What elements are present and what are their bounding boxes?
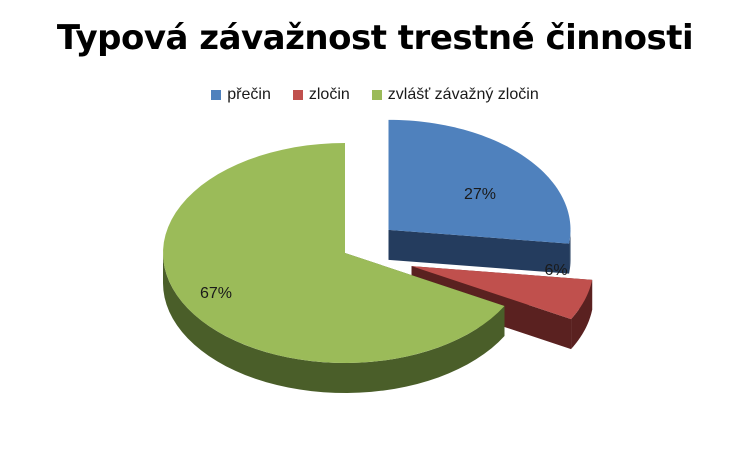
legend-entry-precin: přečin [211, 86, 271, 104]
legend-label-precin: přečin [227, 86, 271, 103]
legend-swatch-zvlast-zavazny-zlocin [371, 90, 382, 100]
legend-swatch-zlocin [292, 90, 303, 100]
chart-legend: přečin zločin zvlášť závažný zločin [0, 86, 750, 104]
pie-label-zvlast-zavazny-zlocin: 67% [200, 285, 232, 302]
pie-label-precin: 27% [464, 186, 496, 203]
legend-entry-zvlast-zavazny-zlocin: zvlášť závažný zločin [371, 86, 539, 104]
pie-slice-zlocin-top [411, 266, 593, 320]
pie-slice-precin-side-0 [569, 229, 571, 274]
pie-slice-zvlast-zavazny-zlocin-side-0 [163, 253, 505, 393]
legend-label-zvlast-zavazny-zlocin: zvlášť závažný zločin [387, 86, 539, 103]
legend-swatch-precin [211, 90, 222, 100]
pie-slice-zvlast-zavazny-zlocin-top [163, 143, 505, 363]
pie-slice-zlocin-side-0 [571, 279, 593, 350]
pie-slice-zvlast-zavazny-zlocin [163, 143, 505, 393]
legend-label-zlocin: zločin [308, 86, 350, 103]
pie-label-zlocin: 6% [544, 262, 567, 279]
pie-slice-precin-top [388, 119, 571, 244]
pie-slice-precin-cut-1 [388, 229, 570, 274]
pie-slice-precin [388, 119, 571, 274]
legend-entry-zlocin: zločin [292, 86, 350, 104]
chart-title: Typová závažnost trestné činnosti [56, 18, 694, 58]
